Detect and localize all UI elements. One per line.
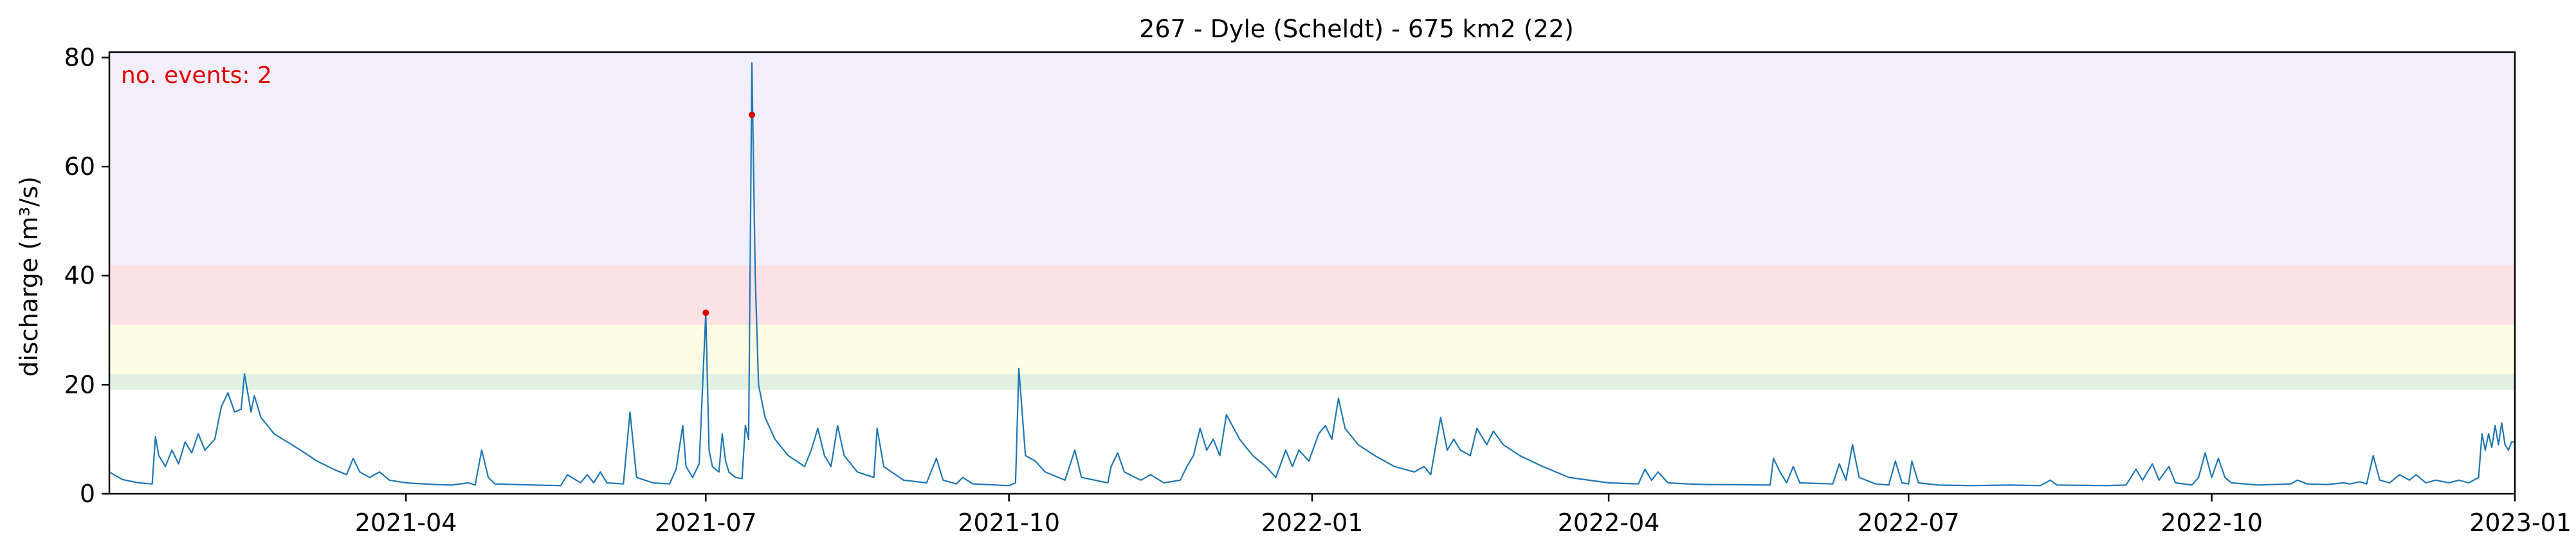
threshold-band-3 — [109, 52, 2515, 265]
discharge-series-line-0 — [109, 62, 2515, 487]
x-tick-label-2022-07: 2022-07 — [1858, 509, 1960, 537]
x-tick-label-2022-01: 2022-01 — [1261, 509, 1364, 537]
threshold-bands — [109, 52, 2515, 390]
series-layer — [109, 62, 2515, 487]
event-markers — [702, 111, 756, 316]
threshold-band-0 — [109, 374, 2515, 390]
y-axis: 0 20 40 60 80 — [64, 43, 109, 508]
y-tick-label-0: 0 — [80, 480, 95, 508]
y-tick-label-80: 80 — [64, 43, 95, 71]
x-tick-label-2021-10: 2021-10 — [958, 509, 1060, 537]
events-count-annotation: no. events: 2 — [121, 62, 272, 89]
y-tick-label-40: 40 — [64, 262, 95, 290]
y-tick-label-20: 20 — [64, 370, 95, 399]
y-axis-label: discharge (m³/s) — [15, 176, 43, 377]
x-tick-label-2022-04: 2022-04 — [1558, 509, 1660, 537]
x-tick-label-2021-04: 2021-04 — [355, 509, 457, 537]
x-tick-label-2023-01: 2023-01 — [2469, 509, 2571, 537]
x-tick-label-2022-10: 2022-10 — [2160, 509, 2263, 537]
x-tick-label-2021-07: 2021-07 — [655, 509, 757, 537]
threshold-band-1 — [109, 325, 2515, 374]
threshold-band-2 — [109, 264, 2515, 325]
x-axis: 2021-04 2021-07 2021-10 2022-01 2022-04 2022-… — [355, 494, 2571, 537]
event-marker-0 — [702, 309, 709, 316]
chart-title: 267 - Dyle (Scheldt) - 675 km2 (22) — [1139, 15, 1574, 43]
y-tick-label-60: 60 — [64, 152, 95, 181]
event-marker-1 — [749, 111, 756, 118]
